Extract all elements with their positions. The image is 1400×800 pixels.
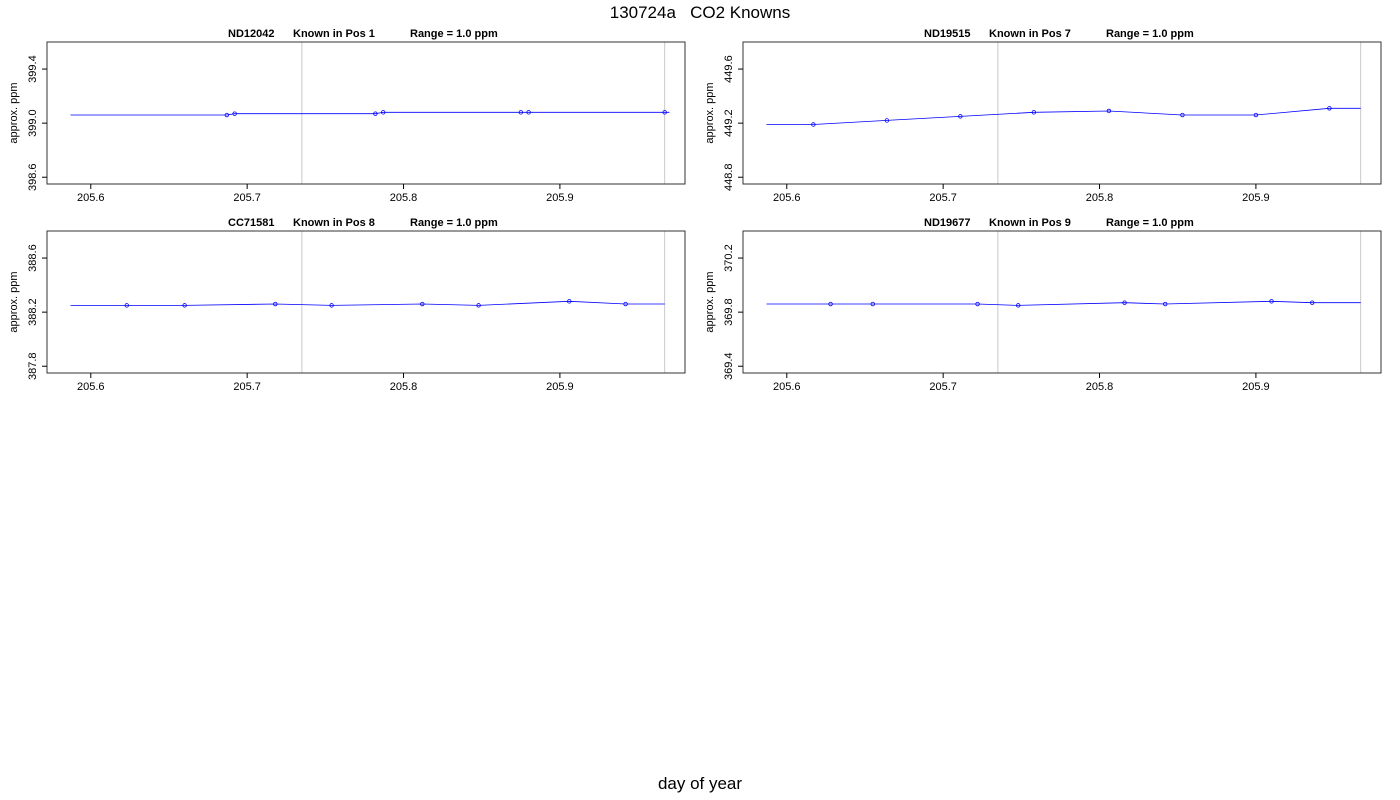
data-point [476, 303, 481, 308]
y-tick-label: 449.6 [723, 55, 735, 83]
series-line [766, 107, 1361, 125]
series-line [70, 300, 665, 306]
x-tick-label: 205.7 [233, 192, 261, 204]
x-tick-label: 205.9 [546, 381, 574, 393]
data-point [1016, 303, 1021, 308]
data-point [1269, 299, 1274, 304]
plot-frame [46, 230, 686, 374]
data-point [373, 111, 378, 116]
x-tick-label: 205.9 [1242, 381, 1270, 393]
data-point [329, 303, 334, 308]
data-point [381, 110, 386, 115]
plot-frame [742, 41, 1382, 185]
y-tick-label: 448.8 [723, 163, 735, 191]
data-point [526, 110, 531, 115]
x-tick-label: 205.7 [929, 381, 957, 393]
data-point [518, 110, 524, 115]
y-tick-label: 388.6 [27, 244, 39, 272]
series-line [766, 300, 1361, 306]
x-tick-label: 205.6 [773, 381, 801, 393]
data-point [828, 301, 833, 307]
x-tick-label: 205.8 [1086, 381, 1114, 393]
panel-title-position: Known in Pos 9 [989, 217, 1071, 229]
panel-title-position: Known in Pos 1 [293, 28, 375, 40]
y-tick-label: 369.8 [723, 298, 735, 326]
x-tick-label: 205.6 [77, 192, 105, 204]
panel-title-id: CC71581 [228, 217, 274, 229]
data-point [975, 301, 980, 307]
y-tick-label: 369.4 [723, 352, 735, 380]
plot-frame [742, 230, 1382, 374]
panel-title-range: Range = 1.0 ppm [410, 217, 498, 229]
data-point [870, 301, 875, 307]
panel-title-position: Known in Pos 8 [293, 217, 375, 229]
y-tick-label: 449.2 [723, 109, 735, 137]
x-tick-label: 205.7 [929, 192, 957, 204]
series-line [70, 111, 670, 116]
y-axis-label: approx. ppm [8, 82, 20, 143]
data-point [182, 303, 187, 308]
data-point [623, 301, 628, 307]
data-point [1163, 301, 1168, 307]
data-point [567, 299, 572, 304]
y-tick-label: 399.0 [27, 109, 39, 137]
data-point [811, 122, 816, 127]
y-tick-label: 388.2 [27, 298, 39, 326]
panel-title-id: ND12042 [228, 28, 274, 40]
panel-title-range: Range = 1.0 ppm [1106, 217, 1194, 229]
data-point [224, 112, 230, 118]
data-point [1122, 300, 1127, 305]
data-point [232, 111, 237, 116]
panel-title-range: Range = 1.0 ppm [410, 28, 498, 40]
y-tick-label: 370.2 [723, 244, 735, 272]
x-axis-label: day of year [657, 774, 743, 793]
data-point [958, 114, 963, 119]
x-tick-label: 205.8 [390, 192, 418, 204]
y-tick-label: 399.4 [27, 55, 39, 83]
x-tick-label: 205.8 [1086, 192, 1114, 204]
panel-title-position: Known in Pos 7 [989, 28, 1071, 40]
x-tick-label: 205.8 [390, 381, 418, 393]
x-tick-label: 205.6 [773, 192, 801, 204]
plot-frame [46, 41, 686, 185]
x-tick-label: 205.9 [1242, 192, 1270, 204]
x-tick-label: 205.9 [546, 192, 574, 204]
x-tick-label: 205.7 [233, 381, 261, 393]
panel-title-range: Range = 1.0 ppm [1106, 28, 1194, 40]
data-point [1309, 300, 1315, 305]
data-point [1031, 110, 1037, 115]
data-point [1327, 106, 1332, 111]
data-point [884, 118, 890, 123]
data-point [662, 110, 667, 115]
data-point [1253, 112, 1259, 118]
chart-title: 130724a CO2 Knowns [609, 3, 791, 22]
y-axis-label: approx. ppm [8, 271, 20, 332]
y-tick-label: 387.8 [27, 352, 39, 380]
data-point [1180, 112, 1185, 118]
y-axis-label: approx. ppm [704, 271, 716, 332]
data-point [273, 301, 278, 307]
data-point [124, 303, 129, 308]
panel-title-id: ND19677 [924, 217, 970, 229]
y-tick-label: 398.6 [27, 163, 39, 191]
x-tick-label: 205.6 [77, 381, 105, 393]
y-axis-label: approx. ppm [704, 82, 716, 143]
data-point [1106, 108, 1112, 114]
panel-title-id: ND19515 [924, 28, 970, 40]
data-point [420, 301, 425, 307]
